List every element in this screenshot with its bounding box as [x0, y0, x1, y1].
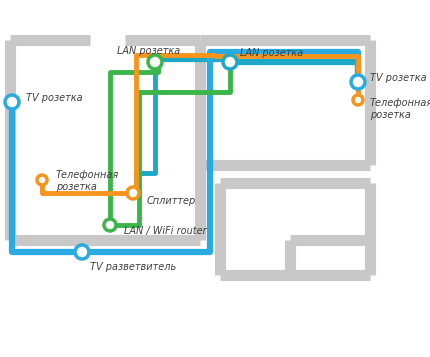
- Circle shape: [75, 245, 89, 259]
- Circle shape: [104, 219, 116, 231]
- Text: LAN / WiFi router: LAN / WiFi router: [124, 226, 207, 236]
- Text: TV розетка: TV розетка: [370, 73, 427, 83]
- Text: TV разветвитель: TV разветвитель: [90, 262, 176, 272]
- Circle shape: [127, 187, 139, 199]
- Circle shape: [37, 175, 47, 185]
- Circle shape: [351, 75, 365, 89]
- Text: LAN розетка: LAN розетка: [117, 46, 180, 56]
- Text: Сплиттер: Сплиттер: [147, 196, 196, 206]
- Text: Телефонная
розетка: Телефонная розетка: [370, 98, 430, 120]
- Text: Телефонная
розетка: Телефонная розетка: [56, 170, 119, 192]
- Circle shape: [148, 55, 162, 69]
- Circle shape: [5, 95, 19, 109]
- Circle shape: [353, 95, 363, 105]
- Text: TV розетка: TV розетка: [26, 93, 83, 103]
- Circle shape: [223, 55, 237, 69]
- Text: LAN розетка: LAN розетка: [240, 48, 303, 58]
